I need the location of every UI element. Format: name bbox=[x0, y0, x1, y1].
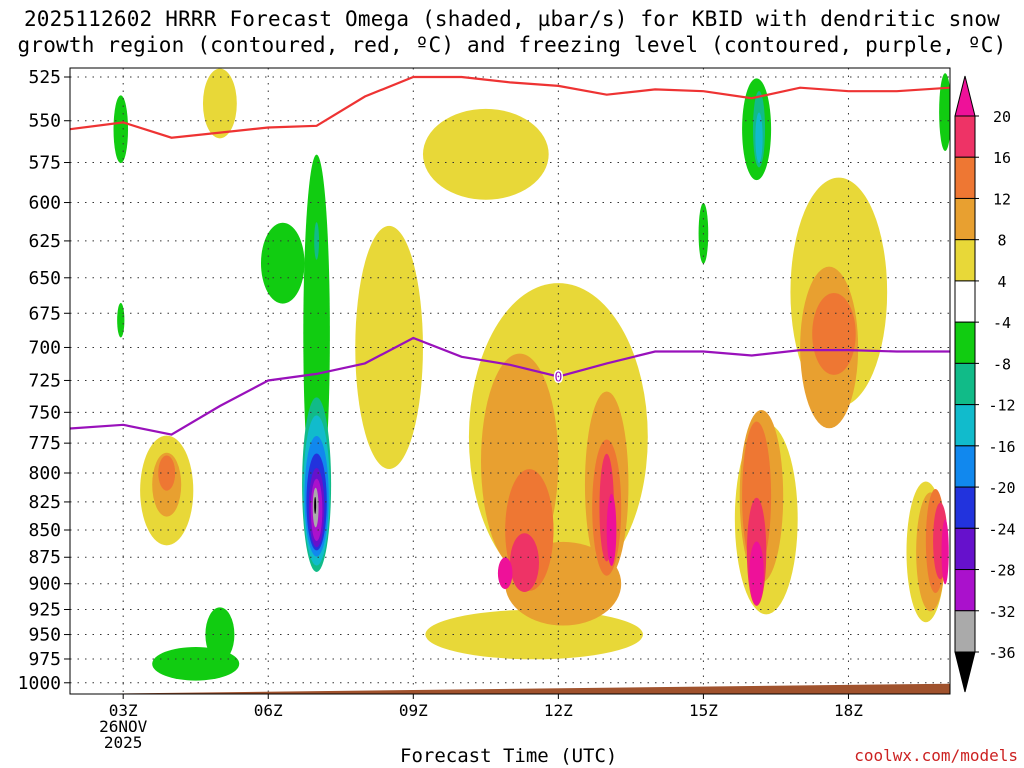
y-tick-label-950: 950 bbox=[28, 625, 61, 646]
omega-20-column-1 bbox=[497, 557, 513, 590]
colorbar-tick-label-0: 20 bbox=[993, 108, 1011, 126]
omega-20-column-2 bbox=[749, 541, 764, 605]
subsidence-top-left bbox=[113, 95, 129, 164]
colorbar-tick-label-1: 16 bbox=[993, 149, 1011, 167]
y-tick-label-925: 925 bbox=[28, 599, 61, 620]
colorbar-tick-label-4: 4 bbox=[997, 273, 1006, 291]
colorbar-band-1 bbox=[954, 156, 976, 199]
x-tick-label-18Z: 18Z bbox=[834, 701, 863, 720]
colorbar-band-4 bbox=[954, 280, 976, 323]
colorbar-band-7 bbox=[954, 404, 976, 447]
upward-motion-top-1 bbox=[202, 68, 237, 139]
y-axis: 525 550 575 600 625 650 675 700 725 750 775 800 825 8… bbox=[18, 67, 70, 694]
y-tick-label-1000: 1000 bbox=[18, 673, 61, 694]
x-tick-label-15Z: 15Z bbox=[689, 701, 718, 720]
colorbar-band-0 bbox=[954, 115, 976, 158]
colorbar-band-12 bbox=[954, 610, 976, 653]
y-tick-label-725: 725 bbox=[28, 370, 61, 391]
y-tick-label-550: 550 bbox=[28, 111, 61, 132]
terrain bbox=[70, 683, 950, 694]
x-tick-sublabel-date: 26NOV bbox=[99, 717, 148, 736]
plot-frame bbox=[69, 67, 951, 695]
colorbar-band-6 bbox=[954, 362, 976, 406]
colorbar-tick-label-6: -8 bbox=[993, 355, 1011, 373]
y-tick-label-825: 825 bbox=[28, 492, 61, 513]
y-tick-label-975: 975 bbox=[28, 649, 61, 670]
dgz-contour-line bbox=[70, 75, 950, 139]
omega-minus12-15z-top bbox=[755, 112, 763, 163]
colorbar-over-triangle bbox=[954, 75, 976, 117]
upward-motion-08z-column bbox=[355, 225, 423, 470]
x-tick-label-09Z: 09Z bbox=[399, 701, 428, 720]
x-axis-label: Forecast Time (UTC) bbox=[400, 745, 618, 767]
y-tick-label-900: 900 bbox=[28, 574, 61, 595]
omega-minus36-07z bbox=[314, 496, 317, 514]
colorbar-tick-label-10: -24 bbox=[988, 520, 1015, 538]
colorbar-tick-label-8: -16 bbox=[988, 438, 1015, 456]
colorbar-band-9 bbox=[954, 486, 976, 529]
y-tick-label-775: 775 bbox=[28, 433, 61, 454]
upward-motion-column-1-upper bbox=[422, 108, 549, 200]
contour-lines: 0 bbox=[70, 75, 950, 436]
subsidence-07z-upper bbox=[260, 222, 305, 304]
omega-16-column-1 bbox=[510, 533, 540, 592]
subsidence-top-right bbox=[939, 73, 950, 151]
colorbar-band-2 bbox=[954, 197, 976, 241]
x-tick-label-06Z: 06Z bbox=[254, 701, 283, 720]
x-tick-label-12Z: 12Z bbox=[544, 701, 573, 720]
colorbar-tick-label-12: -32 bbox=[988, 603, 1015, 621]
colorbar-tick-label-5: -4 bbox=[993, 314, 1011, 332]
upward-motion-lower bbox=[425, 609, 643, 660]
omega-20-column-1b bbox=[606, 494, 617, 566]
subsidence-lower-left-b bbox=[205, 607, 235, 662]
colorbar-band-3 bbox=[954, 239, 976, 282]
colorbar-tick-label-13: -36 bbox=[988, 644, 1015, 662]
y-tick-label-750: 750 bbox=[28, 402, 61, 423]
y-tick-label-700: 700 bbox=[28, 337, 61, 358]
plot-border bbox=[69, 67, 951, 695]
y-tick-label-575: 575 bbox=[28, 153, 61, 174]
y-tick-label-850: 850 bbox=[28, 520, 61, 541]
colorbar-tick-label-3: 8 bbox=[997, 232, 1006, 250]
colorbar-band-8 bbox=[954, 445, 976, 488]
chart-title-line-2: growth region (contoured, red, ºC) and f… bbox=[17, 33, 1007, 57]
y-tick-label-800: 800 bbox=[28, 463, 61, 484]
x-tick-label-03Z: 03Z bbox=[109, 701, 138, 720]
subsidence-left-small bbox=[117, 302, 125, 338]
y-tick-label-875: 875 bbox=[28, 547, 61, 568]
colorbar-under-triangle bbox=[954, 651, 976, 693]
colorbar-band-10 bbox=[954, 527, 976, 571]
colorbar-tick-label-2: 12 bbox=[993, 190, 1011, 208]
omega-12-left-pocket bbox=[158, 455, 176, 491]
x-tick-sublabel-year: 2025 bbox=[104, 733, 143, 752]
colorbar-tick-label-7: -12 bbox=[988, 397, 1015, 415]
freezing-level-line bbox=[70, 336, 950, 436]
y-tick-label-525: 525 bbox=[28, 67, 61, 88]
colorbar-band-11 bbox=[954, 569, 976, 612]
chart-title-line-1: 2025112602 HRRR Forecast Omega (shaded, … bbox=[23, 7, 1001, 31]
freezing-level-label: 0 bbox=[554, 371, 562, 386]
colorbar-tick-label-9: -20 bbox=[988, 479, 1015, 497]
credit-text: coolwx.com/models bbox=[854, 746, 1018, 765]
chart-title: 2025112602 HRRR Forecast Omega (shaded, … bbox=[0, 6, 1024, 58]
y-tick-label-600: 600 bbox=[28, 193, 61, 214]
omega-20-right-edge bbox=[941, 519, 949, 585]
terrain-fill bbox=[70, 683, 950, 694]
colorbar: 20 16 12 8 4 -4 -8 -12 -16 -20 -24 -28 -32 -36 bbox=[954, 75, 1016, 693]
y-tick-label-625: 625 bbox=[28, 231, 61, 252]
colorbar-band-5 bbox=[954, 321, 976, 364]
omega-12-column-2 bbox=[812, 293, 856, 375]
colorbar-tick-label-11: -28 bbox=[988, 562, 1015, 580]
omega-minus8-07z-upper bbox=[314, 222, 320, 260]
y-tick-label-650: 650 bbox=[28, 268, 61, 289]
y-tick-label-675: 675 bbox=[28, 303, 61, 324]
